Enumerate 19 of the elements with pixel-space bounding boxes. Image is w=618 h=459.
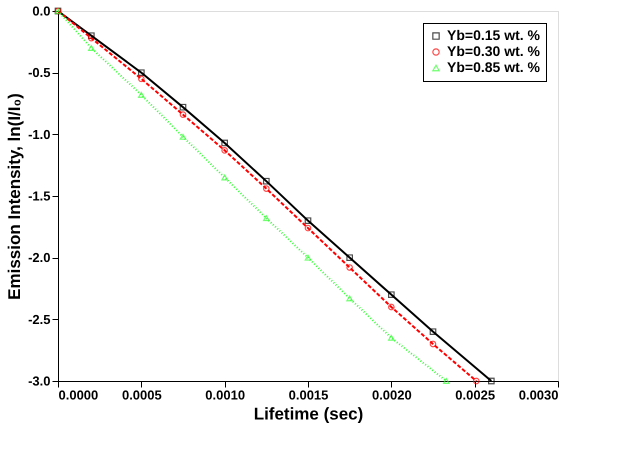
- legend-label: Yb=0.85 wt. %: [447, 59, 541, 75]
- y-tick-label: -2.0: [28, 250, 50, 266]
- x-tick-label: 0.0010: [205, 388, 246, 402]
- x-axis-title: Lifetime (sec): [254, 404, 364, 424]
- y-tick-label: 0.0: [32, 4, 50, 18]
- x-tick-label: 0.0020: [372, 388, 412, 402]
- x-tick-label: 0.0030: [518, 388, 558, 402]
- y-tick-label: -1.0: [28, 126, 50, 142]
- x-tick-label: 0.0025: [455, 388, 496, 402]
- legend-label: Yb=0.15 wt. %: [447, 27, 541, 43]
- y-tick-label: -2.5: [28, 312, 50, 327]
- y-tick-label: -0.5: [28, 65, 50, 80]
- y-tick-label: -3.0: [28, 374, 50, 388]
- x-tick-label: 0.0005: [122, 388, 162, 402]
- y-axis-title: Emission Intensity, ln(I/I₀): [5, 93, 24, 300]
- y-tick-label: -1.5: [28, 188, 50, 204]
- legend-label: Yb=0.30 wt. %: [447, 43, 541, 59]
- x-tick-label: 0.0000: [58, 388, 98, 402]
- x-tick-label: 0.0015: [288, 388, 328, 402]
